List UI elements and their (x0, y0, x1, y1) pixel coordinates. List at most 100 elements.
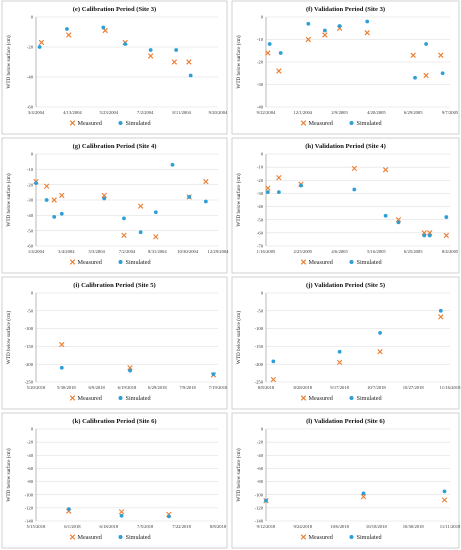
legend-measured-marker (69, 534, 76, 540)
y-tick-label: -40 (257, 453, 264, 458)
simulated-point (265, 190, 270, 195)
simulated-point (174, 48, 179, 52)
y-tick-label: -150 (25, 344, 34, 349)
x-tick-label: 7/2/2004 (119, 249, 136, 254)
simulated-point (396, 220, 401, 225)
measured-point (336, 359, 343, 366)
x-tick-label: 1/4/2004 (28, 249, 45, 254)
legend-simulated-label: Simulated (126, 395, 152, 402)
y-tick-label: -100 (255, 326, 264, 331)
x-tick-label: 8/8/2018 (210, 524, 227, 529)
y-tick-label: -50 (27, 228, 34, 233)
legend-measured-label: Measured (78, 259, 103, 266)
measured-point (203, 178, 209, 185)
x-tick-label: 5/20/2018 (27, 385, 46, 390)
x-tick-label: 10/27/2018 (403, 385, 425, 390)
panel-frame (231, 137, 460, 274)
measured-point (276, 68, 282, 74)
legend: Measured Simulated (300, 534, 382, 541)
x-tick-label: 12/1/2004 (293, 110, 312, 115)
y-tick-label: -60 (257, 230, 264, 235)
simulated-point (383, 213, 388, 218)
x-tick-label: 6/25/2005 (404, 249, 423, 254)
simulated-point (138, 230, 143, 235)
measured-point (360, 493, 367, 500)
chart-panel: (e) Calibration Period (Site 3) 0 -20 -40 -6… (1, 0, 228, 135)
simulated-point (119, 513, 124, 518)
x-tick-label: 7/5/2018 (137, 524, 154, 529)
simulated-point (361, 491, 366, 496)
chart-title: (h) Validation Period (Site 4) (305, 143, 386, 150)
y-tick-label: 0 (31, 152, 34, 157)
y-axis-label: WTD below surface (cm) (235, 311, 242, 364)
measured-point (265, 185, 271, 191)
x-tick-label: 7/9/2018 (179, 385, 196, 390)
chart-title: (l) Validation Period (Site 6) (306, 418, 385, 425)
simulated-point (352, 187, 357, 192)
y-tick-label: -60 (27, 105, 34, 110)
simulated-point (413, 75, 417, 80)
legend-measured-label: Measured (309, 120, 334, 127)
simulated-point (306, 21, 311, 26)
legend-simulated-marker (349, 396, 354, 400)
y-axis-label: WTD below surface (cm) (235, 173, 242, 226)
chart-panel: (l) Validation Period (Site 6) 0 -20 -40 -60… (231, 412, 461, 549)
y-tick-label: -40 (257, 204, 264, 209)
x-tick-label: 9/7/2005 (442, 110, 459, 115)
y-tick-label: -30 (257, 191, 264, 196)
x-tick-label: 6/29/2018 (148, 385, 167, 390)
simulated-point (365, 19, 370, 24)
simulated-point (278, 51, 283, 55)
legend-measured-label: Measured (78, 395, 103, 402)
chart-panel: (i) Calibration Period (Site 5) 0 -50 -100 -… (1, 276, 228, 410)
x-tick-label: 9/22/2004 (257, 110, 276, 115)
simulated-point (66, 507, 71, 512)
x-tick-label: 11/16/2018 (440, 385, 461, 390)
measured-point (265, 50, 271, 56)
legend-simulated-marker (349, 121, 354, 125)
y-tick-label: -60 (257, 466, 264, 471)
y-axis-label: WTD below surface (cm) (235, 35, 242, 88)
simulated-point (444, 215, 449, 219)
measured-point (59, 341, 65, 348)
y-tick-label: 0 (31, 15, 34, 20)
x-tick-label: 10/30/2018 (403, 524, 425, 529)
simulated-point (65, 27, 69, 31)
simulated-point (148, 48, 153, 52)
simulated-point (128, 368, 132, 373)
measured-point (441, 497, 448, 503)
legend-simulated-marker (118, 396, 123, 400)
legend-measured-label: Measured (309, 534, 334, 541)
panel-frame (1, 0, 228, 135)
chart-title: (k) Calibration Period (Site 6) (72, 418, 156, 425)
legend-simulated-marker (349, 535, 354, 539)
x-tick-label: 10/6/2018 (330, 524, 349, 529)
y-tick-label: -200 (255, 362, 264, 367)
y-tick-label: -250 (25, 380, 34, 385)
legend-measured-label: Measured (78, 534, 103, 541)
measured-point (118, 509, 125, 515)
y-tick-label: -30 (257, 82, 264, 87)
y-tick-label: 0 (261, 152, 264, 157)
y-tick-label: -60 (27, 466, 34, 471)
measured-point (305, 36, 312, 43)
simulated-point (122, 216, 126, 221)
x-tick-label: 5/30/2018 (57, 385, 76, 390)
chart-title: (f) Validation Period (Site 3) (306, 6, 385, 13)
measured-point (51, 197, 57, 203)
legend: Measured Simulated (300, 259, 382, 266)
x-tick-label: 9/12/2018 (257, 524, 276, 529)
y-tick-label: -20 (257, 178, 264, 183)
measured-point (127, 365, 133, 371)
simulated-point (123, 42, 128, 46)
x-tick-label: 4/13/2004 (63, 110, 82, 115)
simulated-point (101, 25, 106, 30)
x-tick-label: 6/29/2005 (404, 110, 423, 115)
x-tick-label: 3/4/2004 (28, 110, 45, 115)
simulated-point (424, 42, 428, 46)
panel-frame (1, 412, 228, 549)
measured-point (59, 192, 65, 199)
simulated-point (438, 308, 443, 313)
x-tick-label: 7/22/2018 (172, 524, 191, 529)
y-tick-label: -40 (27, 75, 34, 80)
